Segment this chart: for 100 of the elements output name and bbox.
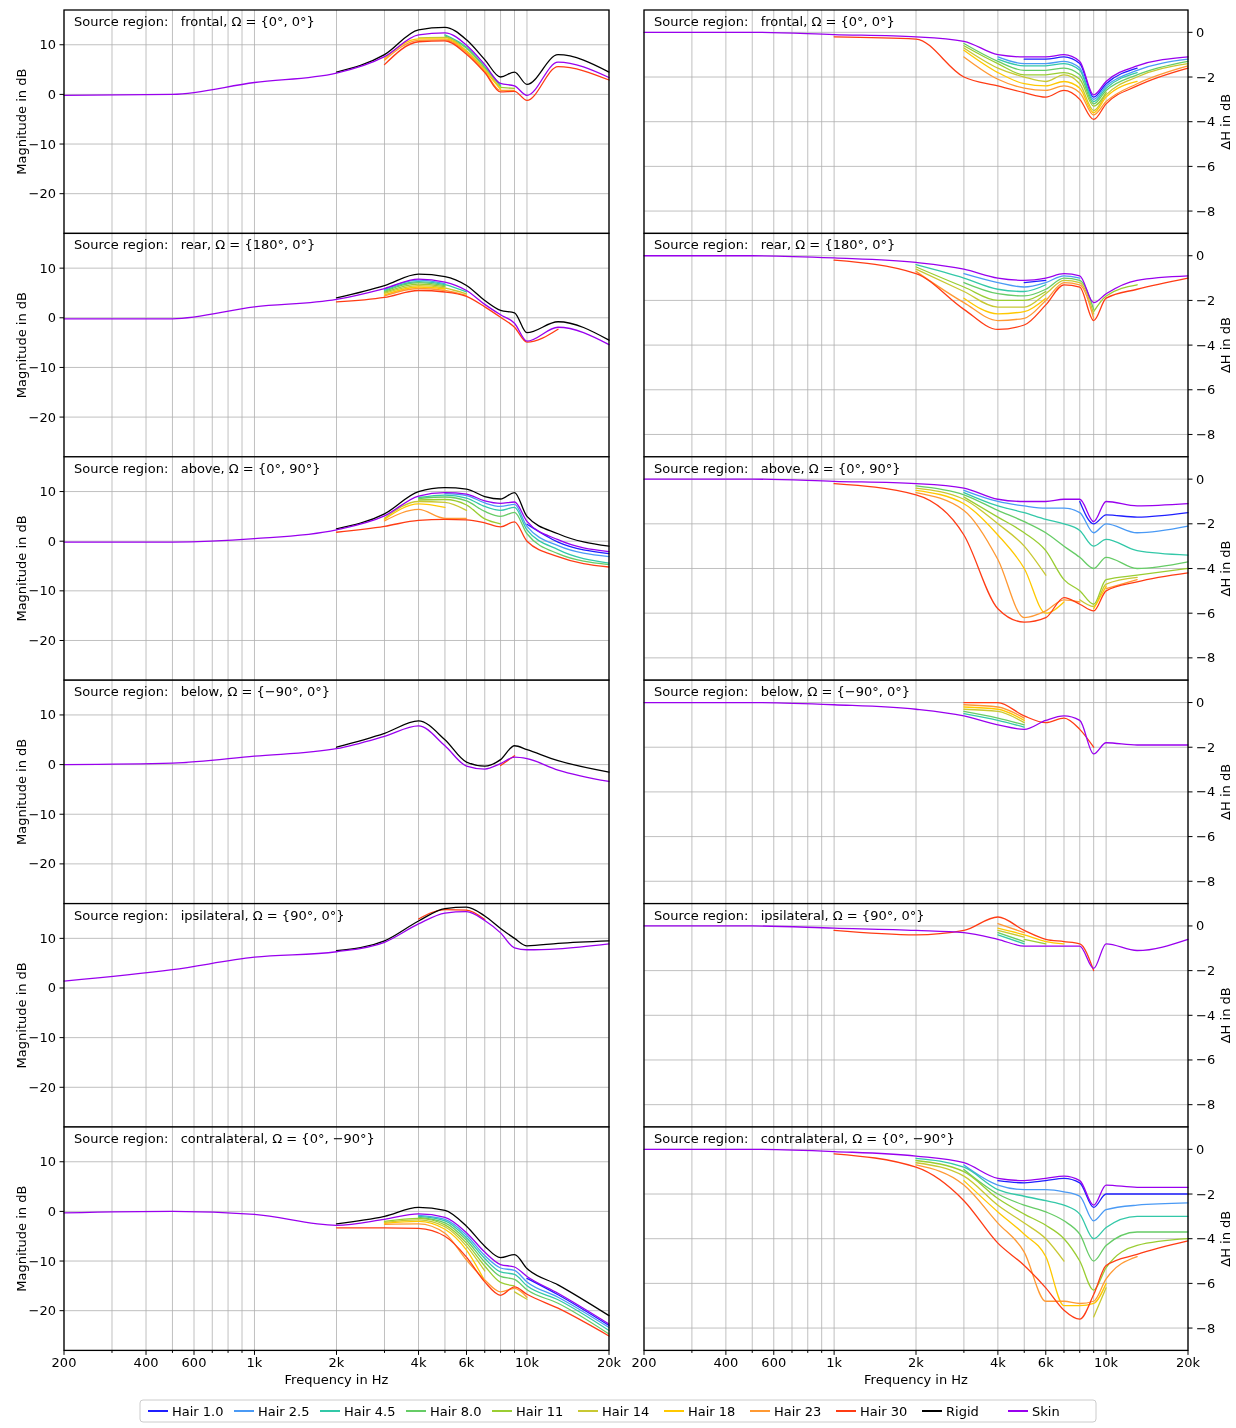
- legend-label: Hair 30: [860, 1403, 908, 1419]
- y-tick-label: −6: [1196, 1052, 1216, 1068]
- y-axis-title: ΔH in dB: [1218, 540, 1233, 597]
- y-tick-label: 10: [39, 37, 56, 53]
- x-tick-label: 20k: [596, 1355, 622, 1371]
- x-tick-label: 200: [631, 1355, 657, 1371]
- y-tick-label: −8: [1196, 426, 1216, 442]
- y-tick-label: −2: [1196, 1186, 1216, 1202]
- legend-label: Rigid: [946, 1403, 979, 1419]
- x-tick-label: 10k: [1094, 1355, 1119, 1371]
- y-tick-label: −8: [1196, 1097, 1216, 1113]
- y-tick-label: 0: [47, 980, 56, 996]
- legend-label: Hair 4.5: [344, 1403, 396, 1419]
- chart-title: Source region: above, Ω = {0°, 90°}: [74, 460, 321, 476]
- chart-title: Source region: ipsilateral, Ω = {90°, 0°}: [74, 907, 345, 923]
- y-tick-label: 10: [39, 707, 56, 723]
- chart-title: Source region: frontal, Ω = {0°, 0°}: [654, 14, 895, 29]
- y-tick-label: 0: [1196, 471, 1205, 487]
- y-axis-title: Magnitude in dB: [14, 1185, 29, 1292]
- y-axis-title: Magnitude in dB: [14, 292, 29, 399]
- y-axis-title: ΔH in dB: [1218, 1210, 1233, 1267]
- legend-label: Hair 1.0: [172, 1403, 224, 1419]
- y-tick-label: 10: [39, 930, 56, 946]
- chart-title: Source region: ipsilateral, Ω = {90°, 0°}: [654, 907, 925, 923]
- y-tick-label: −2: [1196, 69, 1216, 85]
- y-tick-label: −20: [28, 1303, 56, 1319]
- y-tick-label: −20: [28, 632, 56, 648]
- y-tick-label: −20: [28, 186, 56, 202]
- legend-label: Hair 11: [516, 1403, 564, 1419]
- x-tick-label: 2k: [908, 1355, 925, 1371]
- y-tick-label: −4: [1196, 561, 1216, 576]
- x-tick-label: 6k: [458, 1355, 475, 1371]
- x-axis-title: Frequency in Hz: [284, 1372, 389, 1388]
- x-tick-label: 4k: [410, 1355, 427, 1371]
- y-tick-label: 0: [47, 1203, 56, 1219]
- y-tick-label: 0: [47, 86, 56, 102]
- y-tick-label: −10: [28, 1253, 56, 1269]
- y-tick-label: 10: [39, 1154, 56, 1170]
- x-tick-label: 6k: [1037, 1355, 1055, 1371]
- y-tick-label: 0: [47, 310, 56, 326]
- x-axis-title: Frequency in Hz: [864, 1372, 969, 1388]
- y-axis-title: Magnitude in dB: [14, 515, 29, 622]
- y-tick-label: −8: [1196, 650, 1216, 666]
- y-tick-label: −6: [1196, 382, 1216, 398]
- y-axis-title: ΔH in dB: [1218, 93, 1233, 150]
- y-tick-label: 10: [39, 484, 56, 500]
- x-tick-label: 10k: [514, 1355, 540, 1371]
- y-tick-label: −20: [28, 1079, 56, 1095]
- y-tick-label: −4: [1196, 1231, 1216, 1247]
- y-tick-label: −8: [1196, 203, 1216, 219]
- x-tick-label: 4k: [989, 1355, 1007, 1371]
- x-tick-label: 400: [133, 1355, 159, 1371]
- legend-label: Skin: [1032, 1403, 1060, 1419]
- y-tick-label: −10: [28, 1030, 56, 1046]
- legend-label: Hair 2.5: [258, 1403, 310, 1419]
- chart-title: Source region: below, Ω = {−90°, 0°}: [654, 684, 910, 700]
- y-tick-label: −10: [28, 136, 56, 152]
- chart-title: Source region: frontal, Ω = {0°, 0°}: [74, 14, 315, 29]
- x-tick-label: 1k: [246, 1355, 263, 1371]
- y-tick-label: −20: [28, 856, 56, 872]
- chart-title: Source region: rear, Ω = {180°, 0°}: [654, 237, 896, 253]
- legend-label: Hair 8.0: [430, 1403, 482, 1419]
- y-tick-label: 0: [47, 533, 56, 549]
- y-tick-label: −6: [1196, 829, 1216, 845]
- y-tick-label: −20: [28, 409, 56, 425]
- y-tick-label: 0: [1196, 1141, 1205, 1157]
- y-axis-title: Magnitude in dB: [14, 738, 29, 845]
- y-tick-label: 0: [1196, 918, 1205, 934]
- y-tick-label: −8: [1196, 873, 1216, 889]
- y-tick-label: 0: [1196, 24, 1205, 40]
- y-axis-title: ΔH in dB: [1218, 763, 1233, 820]
- x-tick-label: 600: [761, 1355, 787, 1371]
- legend-label: Hair 14: [602, 1403, 650, 1419]
- legend-label: Hair 18: [688, 1403, 736, 1419]
- chart-title: Source region: rear, Ω = {180°, 0°}: [74, 237, 316, 253]
- y-tick-label: −2: [1196, 963, 1216, 979]
- chart-title: Source region: contralateral, Ω = {0°, −90°}: [74, 1131, 375, 1146]
- y-axis-title: ΔH in dB: [1218, 987, 1233, 1044]
- y-axis-title: Magnitude in dB: [14, 962, 29, 1069]
- x-tick-label: 2k: [328, 1355, 345, 1371]
- y-tick-label: −2: [1196, 292, 1216, 308]
- chart-title: Source region: below, Ω = {−90°, 0°}: [74, 684, 330, 700]
- y-tick-label: −4: [1196, 784, 1216, 800]
- y-tick-label: −4: [1196, 337, 1216, 353]
- y-tick-label: 0: [1196, 695, 1205, 711]
- y-tick-label: −6: [1196, 605, 1216, 621]
- x-tick-label: 1k: [826, 1355, 843, 1371]
- y-tick-label: −6: [1196, 1275, 1216, 1291]
- y-tick-label: 0: [47, 757, 56, 773]
- y-tick-label: −10: [28, 583, 56, 599]
- y-tick-label: 10: [39, 260, 56, 276]
- x-tick-label: 600: [181, 1355, 207, 1371]
- y-tick-label: −8: [1196, 1320, 1216, 1336]
- y-tick-label: −4: [1196, 1007, 1216, 1023]
- x-tick-label: 200: [51, 1355, 77, 1371]
- x-tick-label: 20k: [1175, 1355, 1201, 1371]
- y-tick-label: −4: [1196, 114, 1216, 130]
- y-tick-label: −6: [1196, 158, 1216, 174]
- legend-label: Hair 23: [774, 1403, 822, 1419]
- chart-title: Source region: contralateral, Ω = {0°, −90°}: [654, 1131, 955, 1146]
